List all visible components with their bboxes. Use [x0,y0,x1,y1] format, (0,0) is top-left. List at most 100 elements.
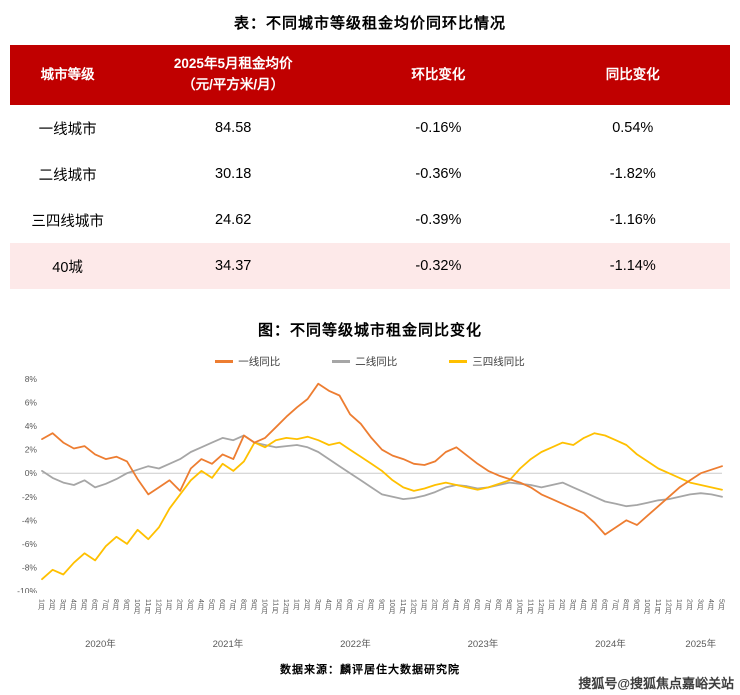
x-tick-label: 1月 [165,599,172,610]
x-tick-label: 1月 [420,599,427,610]
x-tick-label: 9月 [377,599,385,610]
x-tick-label: 8月 [366,599,374,610]
x-tick-label: 3月 [186,599,194,610]
x-tick-label: 1月 [37,599,45,610]
year-label: 2021年 [212,639,244,650]
x-tick-label: 2月 [430,599,438,610]
svg-text:-10%: -10% [17,586,37,593]
col-header-mom-label: 环比变化 [411,66,466,82]
x-tick-label: 12月 [536,599,544,614]
trend-chart-plot: 8% 6% 4% 2% 0% -2% -4% -6% -8% -10% [17,374,723,596]
svg-text:2%: 2% [25,445,38,455]
x-tick-label: 12月 [154,599,162,614]
legend-item-tier34: 三四线同比 [449,354,525,369]
legend-line-tier1-icon [215,360,234,363]
chart-legend: 一线同比 二线同比 三四线同比 [0,354,740,369]
table-row-tier1: 一线城市 84.58 -0.16% 0.54% [10,105,730,151]
cell-price: 84.58 [215,120,252,136]
x-tick-label: 6月 [90,599,98,610]
table-row-tier2: 二线城市 30.18 -0.36% -1.82% [10,151,730,197]
x-tick-label: 11月 [271,599,279,614]
x-tick-label: 5月 [335,599,342,610]
x-tick-label: 8月 [239,599,247,610]
svg-text:6%: 6% [25,398,38,408]
x-tick-label: 10月 [388,599,396,614]
cell-yoy: -1.14% [609,258,656,274]
x-tick-label: 2月 [48,599,56,610]
year-label: 2023年 [467,639,499,650]
x-tick-label: 5月 [80,599,87,610]
x-tick-label: 1月 [292,599,300,610]
cell-tier: 三四线城市 [31,213,104,230]
cell-tier: 一线城市 [38,121,97,138]
watermark-souhu: 搜狐号@搜狐焦点嘉峪关站 [578,676,734,691]
cell-yoy: 0.54% [612,120,654,136]
svg-text:-2%: -2% [22,492,38,502]
x-tick-label: 3月 [568,599,576,610]
cell-mom: -0.16% [415,120,462,136]
col-header-mom: 环比变化 [341,45,535,105]
cell-mom: -0.36% [415,166,462,182]
col-header-price-line2: （元/平方米/月） [182,77,285,92]
x-tick-label: 6月 [600,599,608,610]
x-tick-label: 7月 [101,599,109,610]
legend-label-tier2: 二线同比 [355,356,398,368]
legend-label-tier34: 三四线同比 [472,356,525,368]
cell-yoy: -1.16% [609,212,656,228]
x-tick-label: 1月 [675,599,682,610]
cell-mom: -0.32% [415,258,462,274]
x-tick-label: 4月 [196,599,204,610]
x-tick-label: 8月 [494,599,502,610]
x-tick-label: 7月 [611,599,619,610]
x-tick-label: 11月 [143,599,151,614]
legend-line-tier2-icon [332,360,351,363]
x-tick-label: 2月 [175,599,183,610]
x-axis-labels: 1月 2月 3月 4月 5月 6月 7月 8月 9月 10月 11月 12月 1月 2月 3月 4月 5月 6月 7… [12,598,728,636]
svg-text:-8%: -8% [22,562,38,572]
x-tick-label: 6月 [473,599,481,610]
x-tick-label: 9月 [632,599,640,610]
year-label: 2025年 [685,639,717,650]
x-tick-label: 6月 [218,599,226,610]
legend-line-tier34-icon [449,360,468,363]
x-tick-label: 9月 [505,599,512,610]
cell-yoy: -1.82% [609,166,656,182]
svg-text:0%: 0% [25,468,38,478]
x-tick-label: 4月 [706,599,714,610]
col-header-price: 2025年5月租金均价 （元/平方米/月） [125,45,341,105]
table-row-40cities: 40城 34.37 -0.32% -1.14% [10,243,730,289]
cell-tier: 40城 [52,259,83,276]
rent-table: 城市等级 2025年5月租金均价 （元/平方米/月） 环比变化 同比变化 一线城… [10,45,730,289]
cell-price: 30.18 [215,166,252,182]
x-tick-label: 10月 [515,599,523,614]
x-tick-label: 12月 [664,599,672,614]
x-tick-label: 4月 [451,599,459,610]
svg-text:8%: 8% [25,374,38,384]
x-tick-label: 3月 [696,599,704,610]
svg-text:4%: 4% [25,421,38,431]
legend-item-tier1: 一线同比 [215,354,280,369]
x-tick-label: 10月 [260,599,268,614]
x-tick-label: 5月 [590,599,597,610]
year-label: 2022年 [340,639,371,650]
x-tick-label: 10月 [133,599,141,614]
x-tick-label: 5月 [462,599,470,610]
x-tick-label: 7月 [356,599,364,610]
x-tick-label: 1月 [547,599,555,610]
chart-title: 图：不同等级城市租金同比变化 [257,322,482,339]
x-tick-label: 5月 [717,599,725,610]
x-tick-label: 7月 [228,599,236,610]
x-tick-label: 4月 [69,599,77,610]
x-axis-year-labels: 2020年 2021年 2022年 2023年 2024年 2025年 [12,636,728,651]
x-tick-label: 6月 [345,599,353,610]
col-header-yoy-label: 同比变化 [605,66,660,82]
cell-price: 24.62 [215,212,252,228]
year-label: 2024年 [595,639,626,650]
svg-text:-6%: -6% [22,539,38,549]
x-tick-label: 12月 [409,599,417,614]
svg-text:-4%: -4% [22,515,38,525]
legend-item-tier2: 二线同比 [332,354,397,369]
x-tick-label: 3月 [313,599,321,610]
x-tick-label: 8月 [111,599,119,610]
table-row-tier34: 三四线城市 24.62 -0.39% -1.16% [10,197,730,243]
